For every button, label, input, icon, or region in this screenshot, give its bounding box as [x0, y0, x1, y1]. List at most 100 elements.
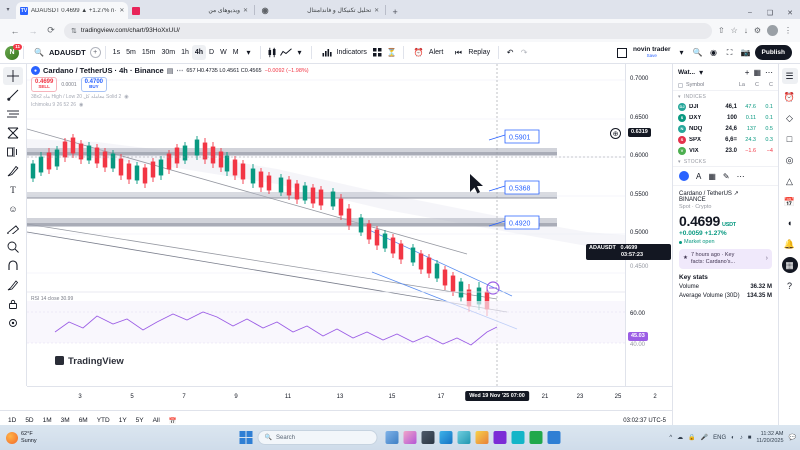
hide-drawings-tool[interactable] [3, 314, 23, 332]
brush-tool[interactable] [3, 162, 23, 180]
alerts-clock-icon[interactable]: ⏰ [783, 91, 796, 102]
site-info-icon[interactable]: ⇅ [71, 27, 77, 35]
chevron-right-icon[interactable]: › [765, 254, 768, 262]
app-icon-p[interactable] [493, 431, 507, 444]
notifications-bell-icon[interactable]: 🔔 [783, 238, 796, 249]
measure-tool[interactable] [3, 219, 23, 237]
eye-icon[interactable]: ▤ [166, 67, 174, 75]
range-1D[interactable]: 1D [8, 417, 17, 424]
chevron-down-icon[interactable]: ▾ [679, 48, 684, 57]
timeframe-M[interactable]: M [232, 49, 239, 56]
line-chart-icon[interactable] [279, 46, 293, 60]
volume-icon[interactable]: ♪ [739, 434, 743, 441]
pattern-tool[interactable] [3, 143, 23, 161]
close-icon[interactable]: ✕ [374, 8, 380, 14]
magnifier-icon[interactable]: 🔍 [692, 48, 703, 57]
tray-overflow-icon[interactable]: ^ [669, 434, 673, 441]
ideas-icon[interactable]: ◎ [785, 154, 794, 165]
range-1M[interactable]: 1M [42, 417, 52, 424]
watchlist-title[interactable]: Wat... [678, 69, 696, 76]
eye-icon[interactable]: ◉ [79, 102, 84, 109]
watchlist-row-vix[interactable]: V VIX 23.0 −1.6 −4 [673, 145, 778, 156]
templates-grid-icon[interactable] [371, 46, 385, 60]
watchlist-group-stocks[interactable]: ▾ STOCKS [673, 156, 778, 166]
undo-icon[interactable]: ↶ [506, 48, 514, 57]
publish-button[interactable]: Publish [754, 45, 792, 60]
timeframe-15m[interactable]: 15m [141, 49, 156, 56]
app-icon-green[interactable] [529, 431, 543, 444]
back-icon[interactable]: ← [10, 25, 20, 36]
browser-tab-2[interactable]: ویدیوهای من ✕ [204, 2, 252, 19]
chevron-down-icon[interactable]: ▾ [246, 48, 251, 57]
range-1Y[interactable]: 1Y [118, 417, 127, 424]
range-YTD[interactable]: YTD [96, 417, 110, 424]
browser-tab-1[interactable] [128, 2, 144, 19]
taskbar-clock[interactable]: 11:32 AM 11/20/2025 [756, 431, 783, 443]
taskbar-search-input[interactable]: 🔍 Search [257, 430, 378, 445]
timeframe-4h[interactable]: 4h [191, 45, 207, 60]
symbol-ball-icon[interactable] [679, 171, 689, 181]
watchlist-group-indices[interactable]: ▾ INDICES [673, 91, 778, 101]
timeframe-1s[interactable]: 1s [112, 49, 121, 56]
range-5Y[interactable]: 5Y [135, 417, 144, 424]
download-icon[interactable]: ↓ [743, 26, 748, 35]
time-scale[interactable]: 3 5 7 9 11 13 15 17 Wed 19 Nov '25 07:00… [27, 386, 672, 410]
maximize-button[interactable]: ❑ [766, 10, 774, 17]
timeframe-1h[interactable]: 1h [181, 49, 189, 56]
address-bar[interactable]: ⇅ tradingview.com/chart/93HoXxUU/ [64, 22, 712, 39]
watchlist-icon[interactable]: ☰ [781, 68, 798, 84]
chart-canvas[interactable]: ● Cardano / TetherUS · 4h · Binance ▤ ⋯ … [27, 64, 672, 386]
watchlist-row-dxy[interactable]: $ DXY 100 0.11 0.1 [673, 112, 778, 123]
app-icon-teal[interactable] [511, 431, 525, 444]
apps-grid-icon[interactable]: ▦ [781, 257, 798, 273]
timeframe-30m[interactable]: 30m [161, 49, 176, 56]
security-icon[interactable]: 🔒 [688, 435, 696, 441]
watchlist-row-dji[interactable]: DJ DJI 46,1 47.6 0.1 [673, 101, 778, 112]
timeframe-W[interactable]: W [220, 49, 227, 56]
indicators-button[interactable]: Indicators [316, 44, 371, 61]
alert-button[interactable]: ⏰ Alert [408, 44, 447, 61]
weather-widget[interactable]: 62°F Sunny [0, 431, 37, 444]
notification-icon[interactable]: 💬 [788, 435, 796, 441]
browser-tab-3[interactable]: ◉ [257, 2, 273, 19]
timeframe-D[interactable]: D [209, 49, 215, 56]
close-icon[interactable]: ✕ [119, 8, 125, 14]
range-All[interactable]: All [152, 417, 160, 424]
browser-tab-4[interactable]: تحلیل تکنیکال و فاندامنتال ✕ [303, 2, 383, 19]
add-symbol-button[interactable]: + [89, 47, 101, 58]
crosshair-handle-icon[interactable]: ⊕ [610, 128, 621, 139]
app-icon-blue[interactable] [547, 431, 561, 444]
calendar-icon[interactable]: 📅 [168, 417, 177, 425]
help-icon[interactable]: ? [786, 281, 792, 291]
profile-avatar[interactable] [767, 25, 778, 36]
browser-tab-0[interactable]: TV ADAUSDT 0.4699 ▲ +1.27% n· ✕ [16, 2, 129, 19]
cloud-icon[interactable]: ☁ [677, 435, 684, 441]
trend-line-tool[interactable] [3, 86, 23, 104]
chrome-icon[interactable] [475, 431, 489, 444]
timeframe-5m[interactable]: 5m [126, 49, 136, 56]
minimize-button[interactable]: – [748, 9, 752, 16]
emoji-tool[interactable]: ☺ [8, 204, 18, 214]
calendar-icon[interactable]: 📅 [783, 196, 796, 207]
watchlist-row-ndq[interactable]: N NDQ 24,6 137 0.5 [673, 123, 778, 134]
store-icon[interactable] [439, 431, 453, 444]
edit-icon[interactable]: ✎ [722, 171, 730, 181]
buy-button[interactable]: 0.4700 BUY [80, 77, 108, 93]
streams-icon[interactable]: △ [786, 175, 793, 186]
windows-start-icon[interactable] [239, 431, 253, 444]
indicator-legend-1[interactable]: 38x2 ماه High / Low 20 معامله کل Solid 2… [31, 94, 309, 100]
camera-icon[interactable]: 📷 [740, 48, 751, 57]
price-scale[interactable]: 0.7000 0.6500 ⊕ 0.6319 0.6000 0.5500 0.5… [586, 64, 672, 386]
lock-tool[interactable] [3, 295, 23, 313]
layout-icon[interactable] [615, 46, 629, 60]
language-indicator[interactable]: ENG [713, 434, 727, 441]
edge-icon[interactable] [403, 431, 417, 444]
extensions-icon[interactable]: ⚙ [753, 26, 761, 35]
reload-icon[interactable]: ⟳ [47, 25, 55, 35]
eye-icon[interactable]: ◉ [124, 94, 129, 101]
forward-icon[interactable]: → [28, 25, 38, 36]
range-3M[interactable]: 3M [60, 417, 70, 424]
columns-icon[interactable]: ▦ [753, 68, 761, 77]
close-icon[interactable]: ✕ [243, 8, 249, 14]
grid-icon[interactable]: ▦ [708, 171, 716, 181]
